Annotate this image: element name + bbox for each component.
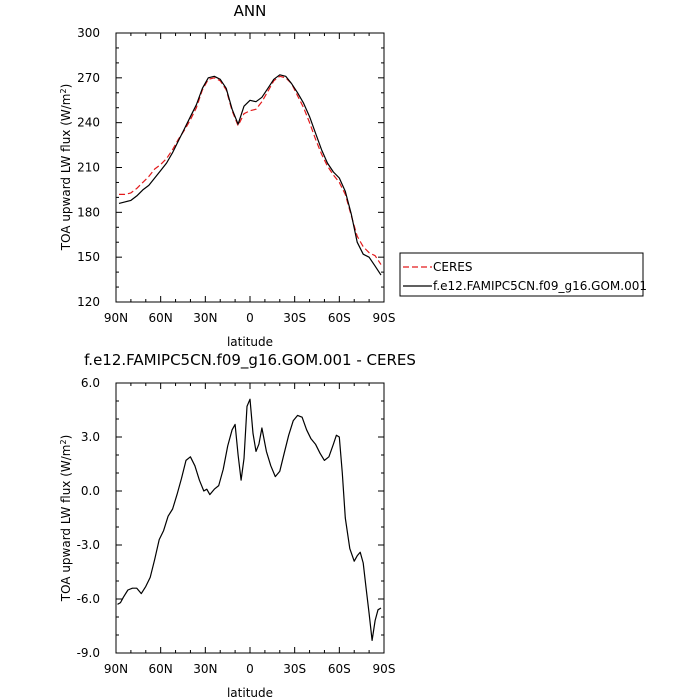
- top-y-axis-title-suffix: ): [59, 84, 73, 89]
- top-x-ticks: 90N 60N 30N 0 30S 60S 90S: [104, 33, 396, 325]
- bottom-x-ticks: 90N 60N 30N 0 30S 60S 90S: [104, 383, 396, 676]
- top-x-tick-label: 60N: [149, 311, 173, 325]
- bottom-x-tick-label: 30S: [283, 662, 306, 676]
- top-y-tick-label: 150: [77, 250, 100, 264]
- bottom-x-tick-label: 60N: [149, 662, 173, 676]
- legend-label-model: f.e12.FAMIPC5CN.f09_g16.GOM.001: [433, 279, 647, 293]
- top-y-axis-title: TOA upward LW flux (W/m2): [59, 84, 74, 252]
- top-x-tick-label: 0: [246, 311, 254, 325]
- bottom-y-tick-label: 6.0: [81, 376, 100, 390]
- top-x-tick-label: 30S: [283, 311, 306, 325]
- top-y-tick-label: 180: [77, 205, 100, 219]
- top-y-axis-title-sup: 2: [59, 88, 68, 93]
- legend-box: [399, 252, 644, 297]
- bottom-y-tick-label: 0.0: [81, 484, 100, 498]
- top-x-tick-label: 90N: [104, 311, 128, 325]
- bottom-x-tick-label: 60S: [328, 662, 351, 676]
- bottom-panel: f.e12.FAMIPC5CN.f09_g16.GOM.001 - CERES …: [59, 351, 416, 700]
- bottom-y-axis-title-sup: 2: [59, 439, 68, 444]
- top-y-tick-label: 120: [77, 295, 100, 309]
- bottom-plot-frame: [115, 382, 385, 654]
- bottom-panel-title: f.e12.FAMIPC5CN.f09_g16.GOM.001 - CERES: [84, 351, 416, 370]
- bottom-y-axis-title-suffix: ): [59, 435, 73, 440]
- top-y-tick-label: 210: [77, 161, 100, 175]
- bottom-y-axis-title: TOA upward LW flux (W/m2): [59, 435, 74, 603]
- bottom-y-tick-label: -3.0: [77, 538, 100, 552]
- top-x-axis-title: latitude: [227, 335, 273, 349]
- top-series-lines: [118, 74, 382, 276]
- bottom-series-lines: [117, 398, 382, 642]
- bottom-y-ticks: -9.0 -6.0 -3.0 0.0 3.0 6.0: [77, 376, 384, 660]
- top-series-model-line: [118, 74, 382, 276]
- top-x-tick-label: 30N: [193, 311, 217, 325]
- bottom-y-tick-label: 3.0: [81, 430, 100, 444]
- bottom-y-tick-label: -9.0: [77, 646, 100, 660]
- top-y-axis-title-main: TOA upward LW flux (W/m: [59, 94, 73, 252]
- bottom-x-tick-label: 90N: [104, 662, 128, 676]
- top-y-tick-label: 240: [77, 116, 100, 130]
- legend-label-ceres: CERES: [433, 260, 473, 274]
- top-x-tick-label: 60S: [328, 311, 351, 325]
- bottom-x-tick-label: 0: [246, 662, 254, 676]
- legend: CERES f.e12.FAMIPC5CN.f09_g16.GOM.001: [399, 252, 647, 297]
- top-y-ticks: 120 150 180 210 240 270 300: [77, 26, 384, 309]
- bottom-y-axis-title-main: TOA upward LW flux (W/m: [59, 445, 73, 603]
- bottom-series-difference-line: [117, 398, 382, 642]
- bottom-x-tick-label: 30N: [193, 662, 217, 676]
- top-panel-title: ANN: [234, 2, 267, 20]
- bottom-x-tick-label: 90S: [373, 662, 396, 676]
- top-series-ceres-line: [119, 75, 382, 265]
- bottom-x-axis-title: latitude: [227, 686, 273, 700]
- top-panel: ANN 90N 60N 30N 0 30S 60S 90S 120 150 180 210 240 2…: [59, 2, 396, 349]
- bottom-y-tick-label: -6.0: [77, 592, 100, 606]
- top-x-tick-label: 90S: [373, 311, 396, 325]
- top-y-tick-label: 270: [77, 71, 100, 85]
- top-y-tick-label: 300: [77, 26, 100, 40]
